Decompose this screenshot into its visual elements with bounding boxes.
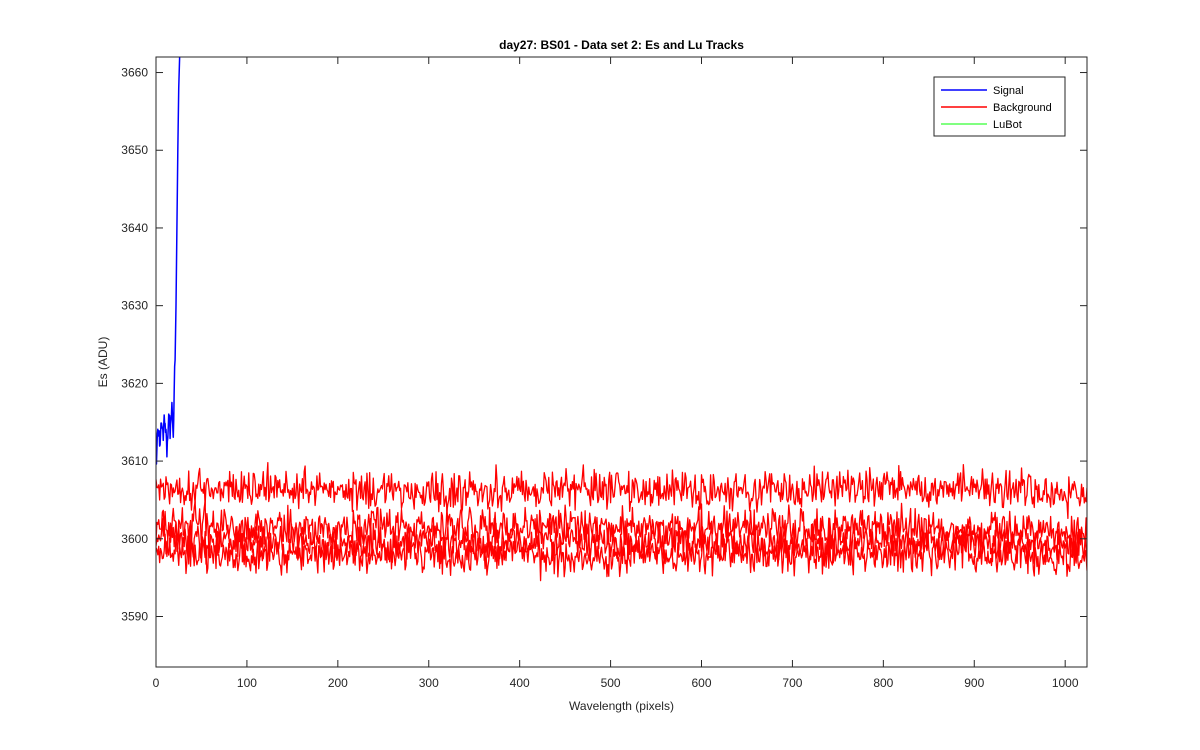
y-axis-title: Es (ADU)	[96, 337, 110, 388]
y-tick-label-0: 3590	[121, 609, 148, 623]
background-track-3	[156, 517, 1087, 570]
x-tick-label-4: 400	[510, 676, 530, 690]
x-tick-label-3: 300	[419, 676, 439, 690]
legend-label-background: Background	[993, 102, 1052, 114]
axes-box	[155, 56, 1088, 668]
y-tick-label-4: 3630	[121, 299, 148, 313]
y-tick-label-5: 3640	[121, 221, 148, 235]
legend-label-signal: Signal	[993, 85, 1024, 97]
x-axis-title: Wavelength (pixels)	[569, 699, 674, 713]
x-tick-label-5: 500	[601, 676, 621, 690]
legend-label-lubot: LuBot	[993, 119, 1022, 131]
background-track-4	[156, 531, 1087, 582]
x-tick-label-7: 700	[782, 676, 802, 690]
y-tick-label-1: 3600	[121, 532, 148, 546]
legend: Signal Background LuBot	[933, 76, 1066, 137]
signal-line	[156, 57, 181, 465]
x-tick-label-8: 800	[873, 676, 893, 690]
ticks-layer: 0 100 200 300 400 500 600 700 800 900 1000 3590 3600…	[121, 57, 1087, 690]
background-track-1	[156, 461, 1087, 520]
y-tick-label-7: 3660	[121, 66, 148, 80]
series-layer	[156, 57, 1087, 582]
x-tick-label-6: 600	[691, 676, 711, 690]
x-tick-label-10: 1000	[1052, 676, 1079, 690]
x-tick-label-2: 200	[328, 676, 348, 690]
y-tick-label-2: 3610	[121, 454, 148, 468]
x-tick-label-0: 0	[153, 676, 160, 690]
x-tick-label-1: 100	[237, 676, 257, 690]
y-tick-label-3: 3620	[121, 376, 148, 390]
chart-title: day27: BS01 - Data set 2: Es and Lu Trac…	[499, 38, 744, 52]
plot-area	[156, 57, 1087, 667]
x-tick-label-9: 900	[964, 676, 984, 690]
background-track-2	[156, 500, 1087, 554]
y-tick-label-6: 3650	[121, 143, 148, 157]
